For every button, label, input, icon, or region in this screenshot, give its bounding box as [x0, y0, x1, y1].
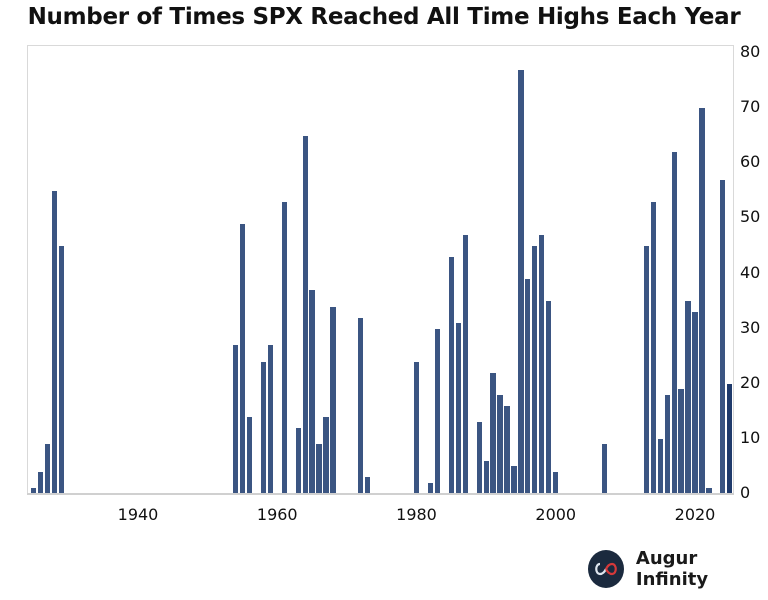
bar-1999	[546, 301, 552, 494]
bar-2016	[664, 394, 670, 494]
y-tick-label: 70	[740, 97, 761, 117]
bar-1995	[518, 69, 524, 494]
plot-area	[27, 45, 734, 494]
bar-2019	[685, 301, 691, 494]
bar-2017	[671, 152, 677, 494]
bar-1989	[476, 422, 482, 494]
bar-2025	[727, 383, 733, 494]
bar-2013	[643, 245, 649, 494]
bar-2021	[699, 108, 705, 494]
bar-1959	[267, 345, 273, 494]
bar-1965	[309, 290, 315, 494]
bar-2020	[692, 312, 698, 494]
bar-1980	[413, 361, 420, 494]
bar-1928	[51, 190, 58, 494]
y-tick-label: 0	[740, 483, 751, 502]
bar-2022	[706, 488, 712, 494]
bar-1998	[539, 234, 545, 494]
bar-2014	[650, 201, 656, 494]
x-tick-label: 1980	[396, 505, 437, 524]
y-tick-label: 20	[740, 372, 761, 392]
bar-1972	[358, 317, 364, 494]
y-tick-label: 40	[740, 262, 761, 282]
bar-1926	[37, 471, 44, 494]
bar-1991	[490, 372, 496, 494]
chart-title: Number of Times SPX Reached All Time Hig…	[27, 4, 741, 30]
bar-1968	[330, 306, 336, 494]
bar-1967	[323, 416, 329, 494]
bar-1966	[316, 444, 322, 494]
bar-1987	[462, 234, 468, 494]
bar-1961	[281, 201, 287, 494]
x-tick-label: 2000	[535, 505, 577, 524]
bar-1973	[365, 477, 371, 494]
bar-2018	[678, 389, 684, 494]
brand-name: Augur Infinity	[635, 548, 709, 590]
x-tick-label: 2020	[674, 505, 716, 524]
bar-1963	[295, 427, 301, 494]
bar-1986	[455, 323, 461, 494]
bar-1993	[504, 405, 510, 494]
bar-1925	[30, 488, 37, 494]
y-tick-label: 10	[740, 427, 761, 447]
bar-1956	[246, 416, 252, 494]
bar-1996	[525, 279, 531, 494]
bar-1994	[511, 466, 517, 494]
y-tick-label: 80	[740, 42, 761, 61]
bar-1990	[483, 460, 489, 494]
y-tick-label: 50	[740, 207, 761, 227]
bar-1982	[427, 482, 433, 494]
x-tick-label: 1940	[117, 505, 159, 524]
bar-1954	[232, 345, 239, 494]
bar-1964	[302, 135, 308, 494]
x-tick-label: 1960	[256, 505, 298, 524]
bar-1929	[58, 245, 64, 494]
bar-2000	[553, 471, 559, 494]
bar-1958	[260, 361, 266, 494]
brand-logo: Augur Infinity	[588, 548, 768, 590]
bar-1927	[44, 444, 51, 494]
bar-1992	[497, 394, 503, 494]
bar-2007	[601, 444, 608, 494]
bar-2024	[720, 179, 726, 494]
infinity-logo-icon	[588, 550, 624, 588]
y-tick-label: 60	[740, 152, 761, 172]
bar-1983	[434, 328, 440, 494]
bar-1997	[532, 245, 538, 494]
bar-1985	[448, 256, 454, 494]
x-axis-line	[27, 493, 734, 495]
bar-1955	[239, 223, 246, 494]
y-tick-label: 30	[740, 317, 761, 337]
bar-2015	[657, 438, 663, 494]
